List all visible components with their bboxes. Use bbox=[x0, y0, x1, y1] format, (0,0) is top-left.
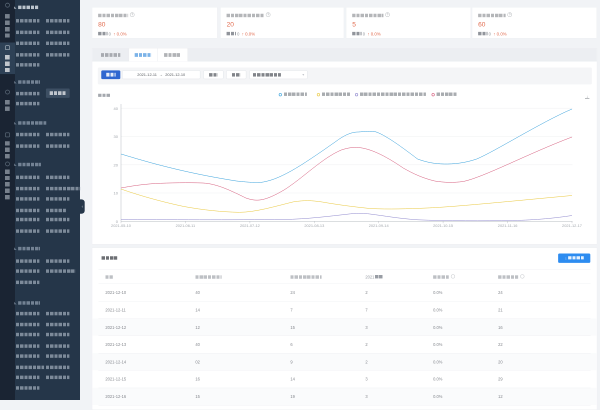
svg-text:2021-05-10: 2021-05-10 bbox=[111, 223, 132, 228]
svg-text:2021-06-11: 2021-06-11 bbox=[176, 223, 196, 228]
svg-text:0: 0 bbox=[116, 219, 119, 224]
svg-text:20: 20 bbox=[114, 162, 119, 167]
svg-text:2021-11-16: 2021-11-16 bbox=[498, 223, 518, 228]
svg-text:2021-07-12: 2021-07-12 bbox=[240, 223, 260, 228]
svg-text:40: 40 bbox=[114, 106, 119, 111]
svg-text:2021-08-13: 2021-08-13 bbox=[304, 223, 324, 228]
svg-text:10: 10 bbox=[114, 191, 119, 196]
svg-text:2021-09-14: 2021-09-14 bbox=[369, 223, 390, 228]
svg-text:2021-10-15: 2021-10-15 bbox=[433, 223, 453, 228]
svg-text:30: 30 bbox=[114, 134, 119, 139]
svg-text:2021-12-17: 2021-12-17 bbox=[562, 223, 582, 228]
